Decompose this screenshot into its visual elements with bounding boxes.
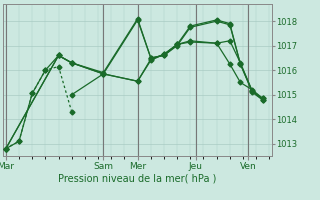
X-axis label: Pression niveau de la mer( hPa ): Pression niveau de la mer( hPa ): [59, 173, 217, 183]
